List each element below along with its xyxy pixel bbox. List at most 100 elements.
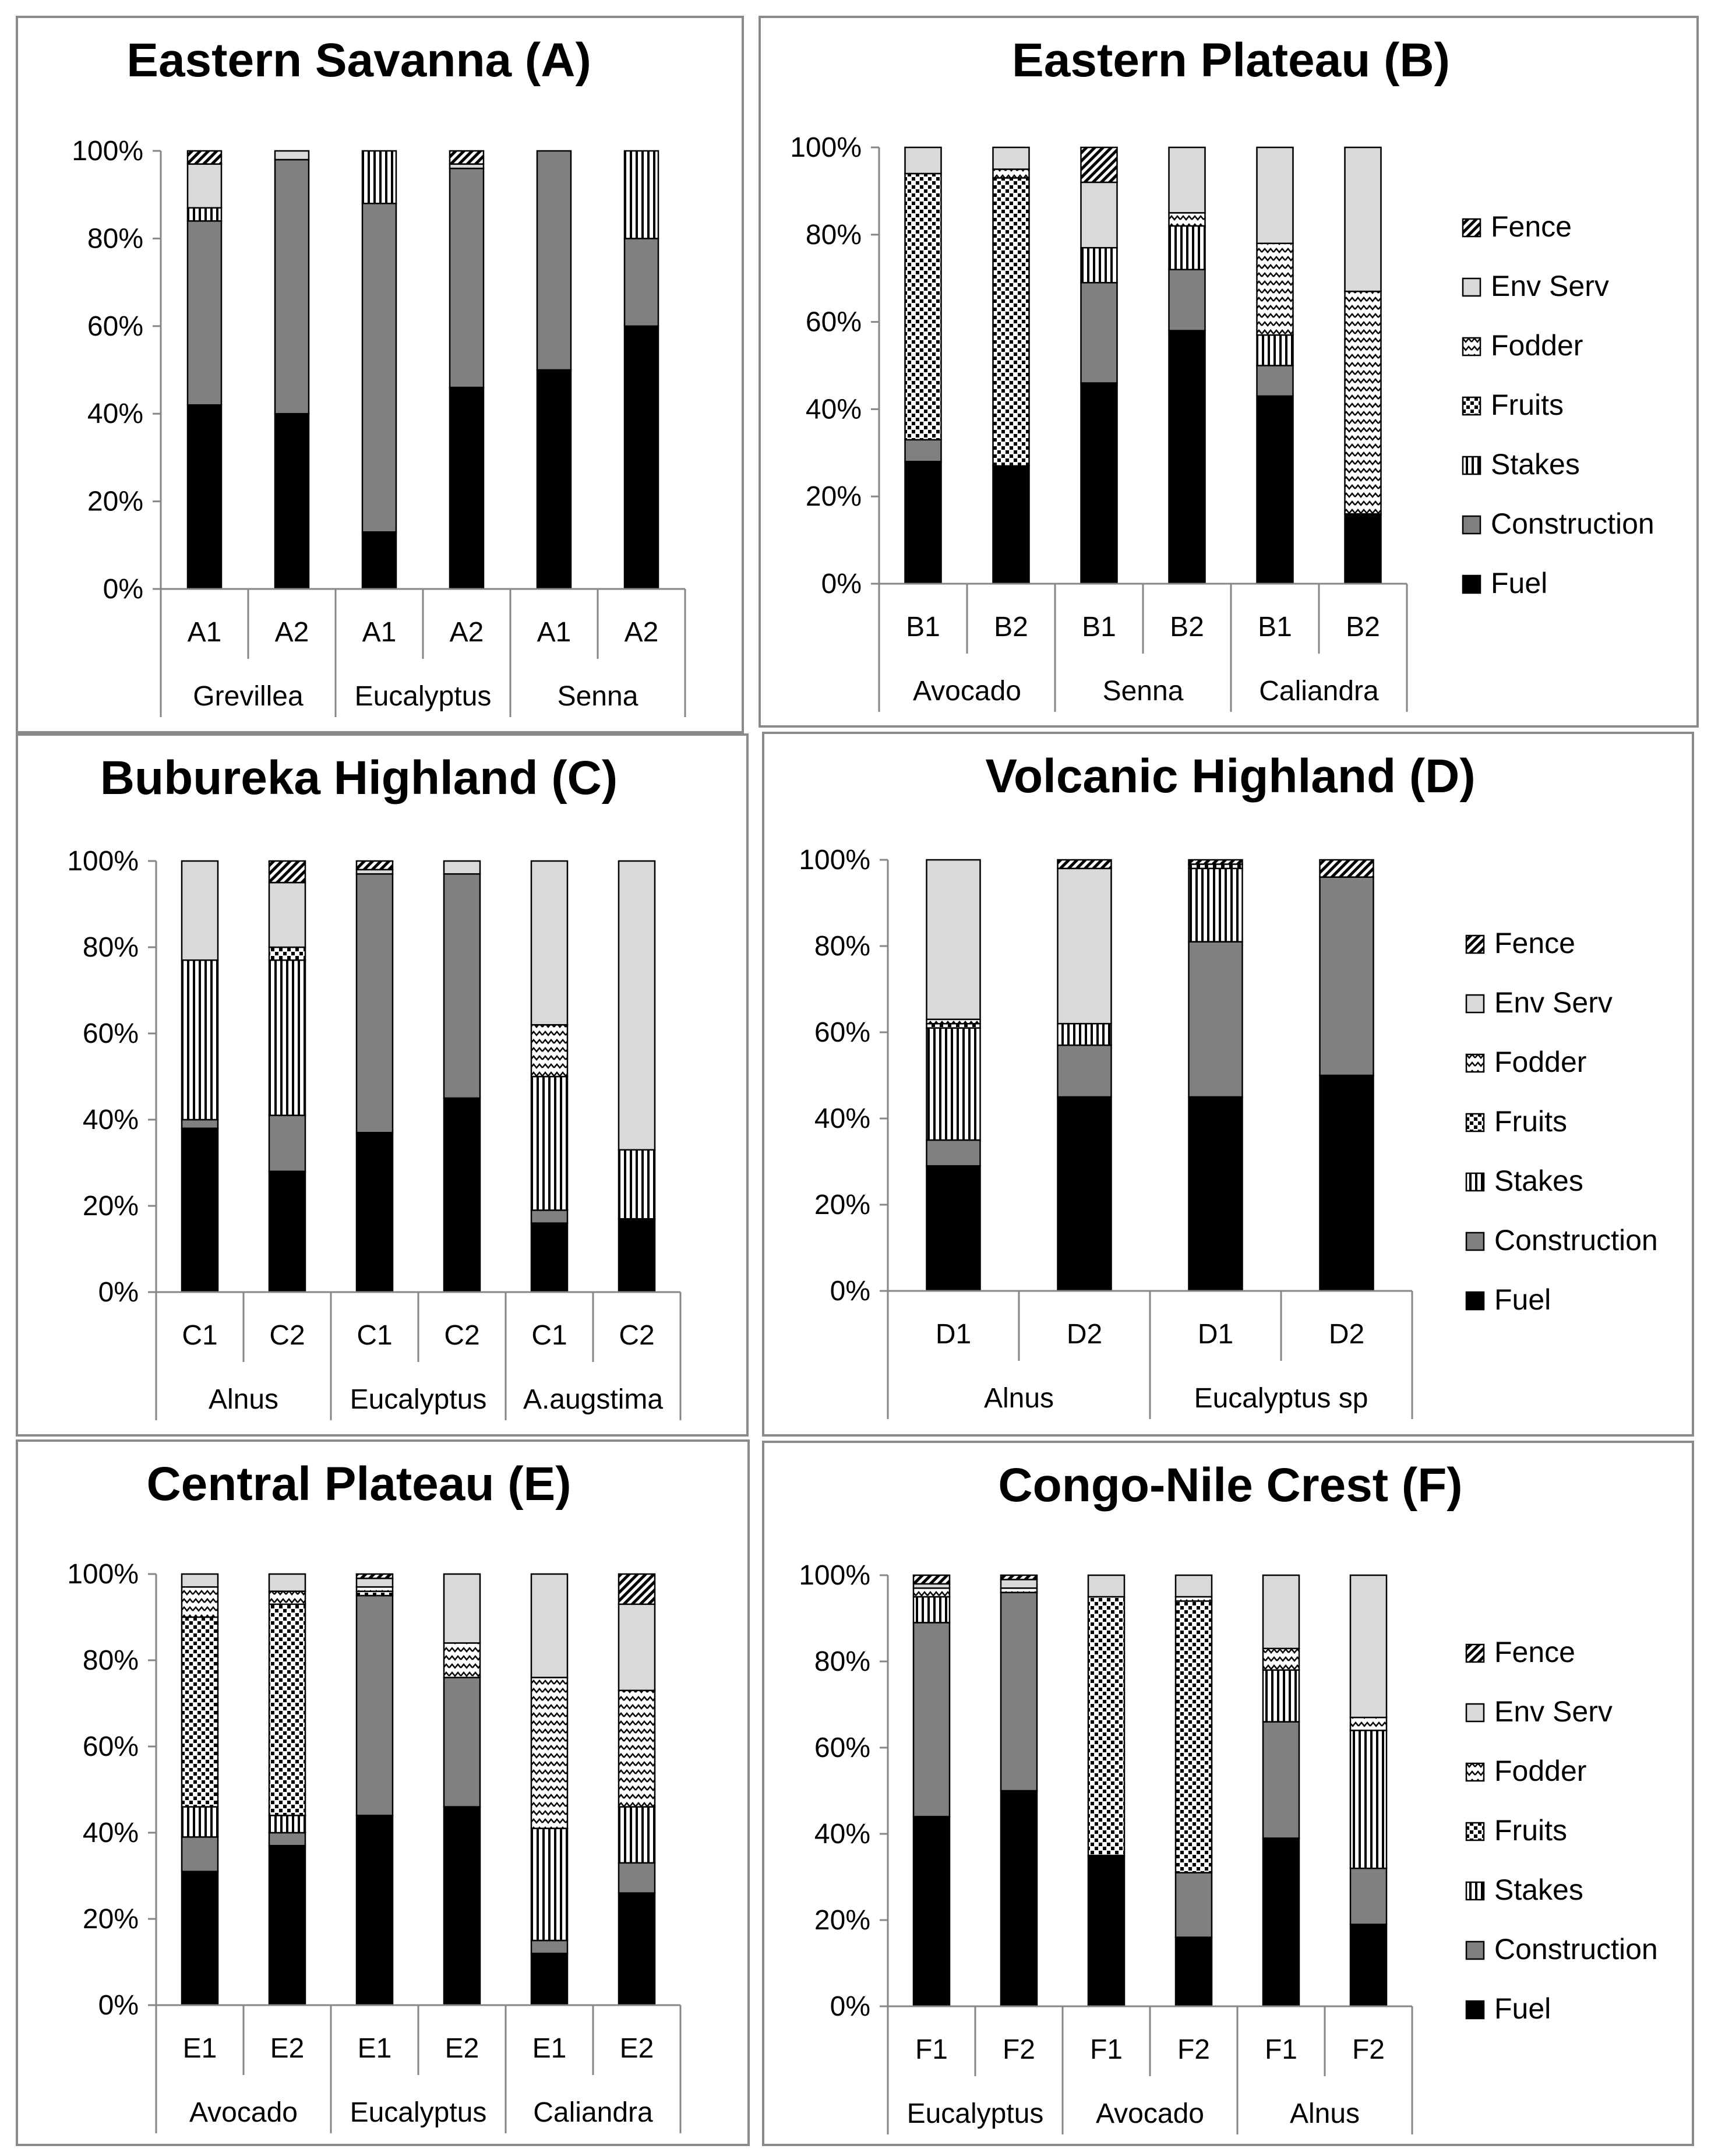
legend-label-fodder: Fodder	[1491, 329, 1583, 362]
bar-segment-env-serv	[1168, 146, 1206, 214]
bar-segment-env-serv	[618, 860, 656, 1151]
x-tick-label: E2	[270, 2033, 305, 2064]
x-tick-label: B1	[1082, 612, 1116, 643]
bar-segment-construction	[618, 1862, 656, 1894]
bar-segment-construction	[1319, 876, 1374, 1077]
bar-segment-construction	[355, 1594, 394, 1816]
bar-segment-env-serv	[181, 1573, 219, 1588]
legend-label-construction: Construction	[1494, 1224, 1658, 1257]
x-tick-label: A1	[537, 617, 571, 648]
bar-segment-construction	[355, 873, 394, 1134]
bar-segment-env-serv	[530, 860, 569, 1026]
bar-segment-env-serv	[1080, 181, 1118, 249]
group-label: Eucalyptus	[350, 1384, 487, 1415]
bar-segment-stakes	[1057, 1022, 1112, 1046]
x-tick-label: B1	[906, 612, 940, 643]
bar-segment-fence	[268, 860, 306, 884]
chart-title: Bubureka Highland (C)	[100, 751, 618, 804]
bar-segment-stakes	[618, 1149, 656, 1220]
bar-segment-construction	[1256, 365, 1294, 397]
bar-segment-fence	[186, 150, 223, 165]
y-tick-label: 0%	[98, 1277, 139, 1308]
legend-label-env-serv: Env Serv	[1494, 986, 1613, 1019]
bar-segment-fence	[1057, 859, 1112, 870]
bar-segment-env-serv	[1344, 146, 1382, 292]
legend-swatch-env-serv	[1462, 277, 1481, 297]
bar-segment-construction	[1080, 281, 1118, 384]
bar-segment-env-serv	[1000, 1579, 1038, 1589]
y-tick-label: 100%	[67, 1559, 139, 1590]
bar-segment-construction	[1174, 1872, 1213, 1938]
legend-label-fuel: Fuel	[1494, 1992, 1551, 2025]
chart-panel-a: Eastern Savanna (A) 0% 20% 40% 60% 80% 100% A1 A…	[16, 16, 744, 733]
bar-segment-fence	[449, 150, 485, 165]
x-tick-label: C1	[357, 1320, 392, 1351]
group-label: Eucalyptus	[907, 2098, 1044, 2129]
y-tick-label: 80%	[814, 1646, 870, 1677]
y-tick-label: 40%	[814, 1819, 870, 1850]
bar-segment-fence	[1080, 146, 1118, 184]
legend-swatch-fruits	[1465, 1822, 1485, 1841]
bar-segment-construction	[536, 150, 572, 371]
legend-swatch-construction	[1465, 1940, 1485, 1960]
group-label: Alnus	[984, 1383, 1054, 1414]
y-tick-label: 0%	[821, 569, 862, 599]
bar-segment-stakes	[1080, 247, 1118, 284]
bar-segment-env-serv	[1349, 1574, 1388, 1719]
chart-panel-b: Eastern Plateau (B) 0% 20% 40% 60% 80% 100% B1 B…	[759, 16, 1699, 728]
legend-swatch-env-serv	[1465, 1703, 1485, 1723]
x-tick-label: A2	[450, 617, 484, 648]
x-tick-label: B2	[1346, 612, 1380, 643]
bar-segment-stakes	[1168, 225, 1206, 270]
bar-segment-fuel	[1057, 1096, 1112, 1292]
y-tick-label: 60%	[806, 307, 862, 338]
bar-segment-fodder	[912, 1587, 951, 1598]
chart-central-plateau: Central Plateau (E) 0% 20% 40% 60% 80% 100% E1 E…	[67, 1458, 682, 2133]
x-tick-label: B1	[1258, 612, 1292, 643]
bar-segment-fuel	[1087, 1854, 1126, 2007]
bar-segment-fence	[618, 1573, 656, 1605]
chart-title: Eastern Savanna (A)	[126, 34, 591, 87]
bar-segment-fodder	[530, 1024, 569, 1078]
x-tick-label: E1	[183, 2033, 217, 2064]
legend-label-fodder: Fodder	[1494, 1046, 1586, 1078]
group-label: Caliandra	[1259, 676, 1379, 707]
y-tick-label: 20%	[83, 1904, 139, 1935]
bar-segment-env-serv	[1087, 1574, 1126, 1598]
legend-swatch-fence	[1462, 218, 1481, 238]
y-tick-label: 0%	[98, 1990, 139, 2021]
bar-segment-env-serv	[1174, 1574, 1213, 1598]
group-label: Alnus	[209, 1384, 278, 1415]
legend-label-fruits: Fruits	[1494, 1105, 1567, 1138]
chart-eastern-plateau: Eastern Plateau (B) 0% 20% 40% 60% 80% 100% B1 B…	[790, 34, 1654, 712]
legend-swatch-fuel	[1462, 574, 1481, 594]
bar-segment-fuel	[926, 1165, 981, 1292]
x-tick-label: E2	[620, 2033, 654, 2064]
bar-segment-stakes	[1188, 867, 1243, 943]
x-tick-label: D1	[936, 1319, 971, 1350]
legend-label-fence: Fence	[1494, 927, 1575, 959]
bar-segment-fuel	[274, 412, 310, 590]
chart-title: Congo-Nile Crest (F)	[998, 1459, 1462, 1512]
y-tick-label: 40%	[83, 1105, 139, 1135]
y-tick-label: 0%	[103, 574, 143, 605]
y-tick-label: 100%	[799, 1560, 870, 1591]
bar-segment-stakes	[181, 1806, 219, 1838]
bar-segment-env-serv	[530, 1573, 569, 1678]
bar-segment-env-serv	[186, 163, 223, 209]
bar-segment-stakes	[530, 1827, 569, 1942]
bar-segment-fence	[1319, 859, 1374, 878]
group-label: Eucalyptus	[350, 2097, 487, 2128]
bar-segment-fuel	[181, 1871, 219, 2006]
legend-swatch-stakes	[1465, 1172, 1485, 1192]
bar-segment-fuel	[186, 404, 223, 590]
bar-segment-fuel	[1349, 1924, 1388, 2007]
bar-segment-fuel	[536, 369, 572, 590]
legend-swatch-env-serv	[1465, 994, 1485, 1014]
bar-segment-construction	[449, 167, 485, 389]
x-tick-label: F1	[1090, 2034, 1123, 2065]
y-tick-label: 20%	[83, 1191, 139, 1222]
bar-segment-construction	[1000, 1592, 1038, 1792]
bar-segment-stakes	[530, 1075, 569, 1211]
legend-label-stakes: Stakes	[1494, 1165, 1583, 1197]
